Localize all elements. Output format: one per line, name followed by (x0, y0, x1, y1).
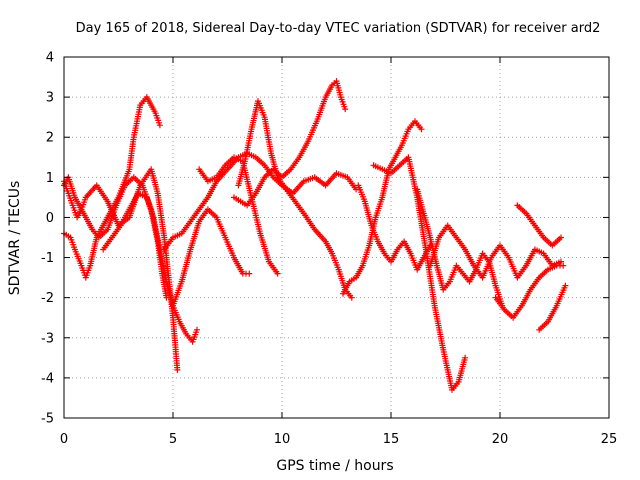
x-tick-label: 10 (274, 432, 291, 447)
y-tick-label: -3 (41, 331, 54, 346)
data-point (156, 122, 163, 129)
series-sat-n (427, 222, 564, 281)
series-sat-j (340, 118, 425, 297)
data-point (562, 282, 569, 289)
data-point (348, 294, 355, 301)
y-axis-label: SDTVAR / TECUs (7, 181, 23, 296)
x-tick-label: 5 (169, 432, 177, 447)
data-point (174, 366, 181, 373)
y-tick-label: 1 (46, 171, 54, 186)
y-tick-label: -4 (41, 371, 54, 386)
x-tick-label: 0 (60, 432, 68, 447)
grid-lines (64, 57, 609, 418)
data-point (558, 234, 564, 241)
series-sat-p (514, 202, 564, 249)
series-sat-i (196, 154, 281, 277)
data-point (194, 326, 200, 333)
chart-title: Day 165 of 2018, Sidereal Day-to-day VTE… (76, 21, 601, 36)
y-tick-label: 4 (46, 51, 54, 66)
data-point (163, 294, 170, 301)
data-point (274, 270, 281, 277)
x-tick-label: 25 (601, 432, 618, 447)
axis-ticks (63, 56, 610, 419)
x-axis-label: GPS time / hours (276, 458, 393, 474)
y-tick-label: -1 (41, 251, 54, 266)
y-tick-label: -5 (41, 412, 54, 427)
series-sat-q (536, 282, 569, 333)
series-sat-o (492, 262, 567, 321)
x-tick-label: 20 (492, 432, 509, 447)
plot-frame (63, 56, 610, 419)
y-tick-label: 3 (46, 91, 54, 106)
series-sat-k (355, 182, 434, 273)
data-point (418, 126, 425, 133)
x-tick-label: 15 (383, 432, 400, 447)
data-point (558, 258, 564, 265)
series-sat-d (100, 190, 200, 345)
y-tick-label: 0 (46, 211, 54, 226)
series-sat-l (370, 154, 469, 393)
y-tick-label: 2 (46, 131, 54, 146)
data-point (246, 270, 253, 277)
data-point (342, 106, 349, 113)
series-sat-f (170, 206, 253, 309)
y-tick-label: -2 (41, 291, 54, 306)
data-point (462, 354, 469, 361)
x-tick-labels: 0 5 10 15 20 25 (60, 432, 617, 447)
data-point (560, 262, 567, 269)
y-tick-labels: -5 -4 -3 -2 -1 0 1 2 3 4 (41, 51, 54, 427)
series-layer (61, 78, 569, 393)
